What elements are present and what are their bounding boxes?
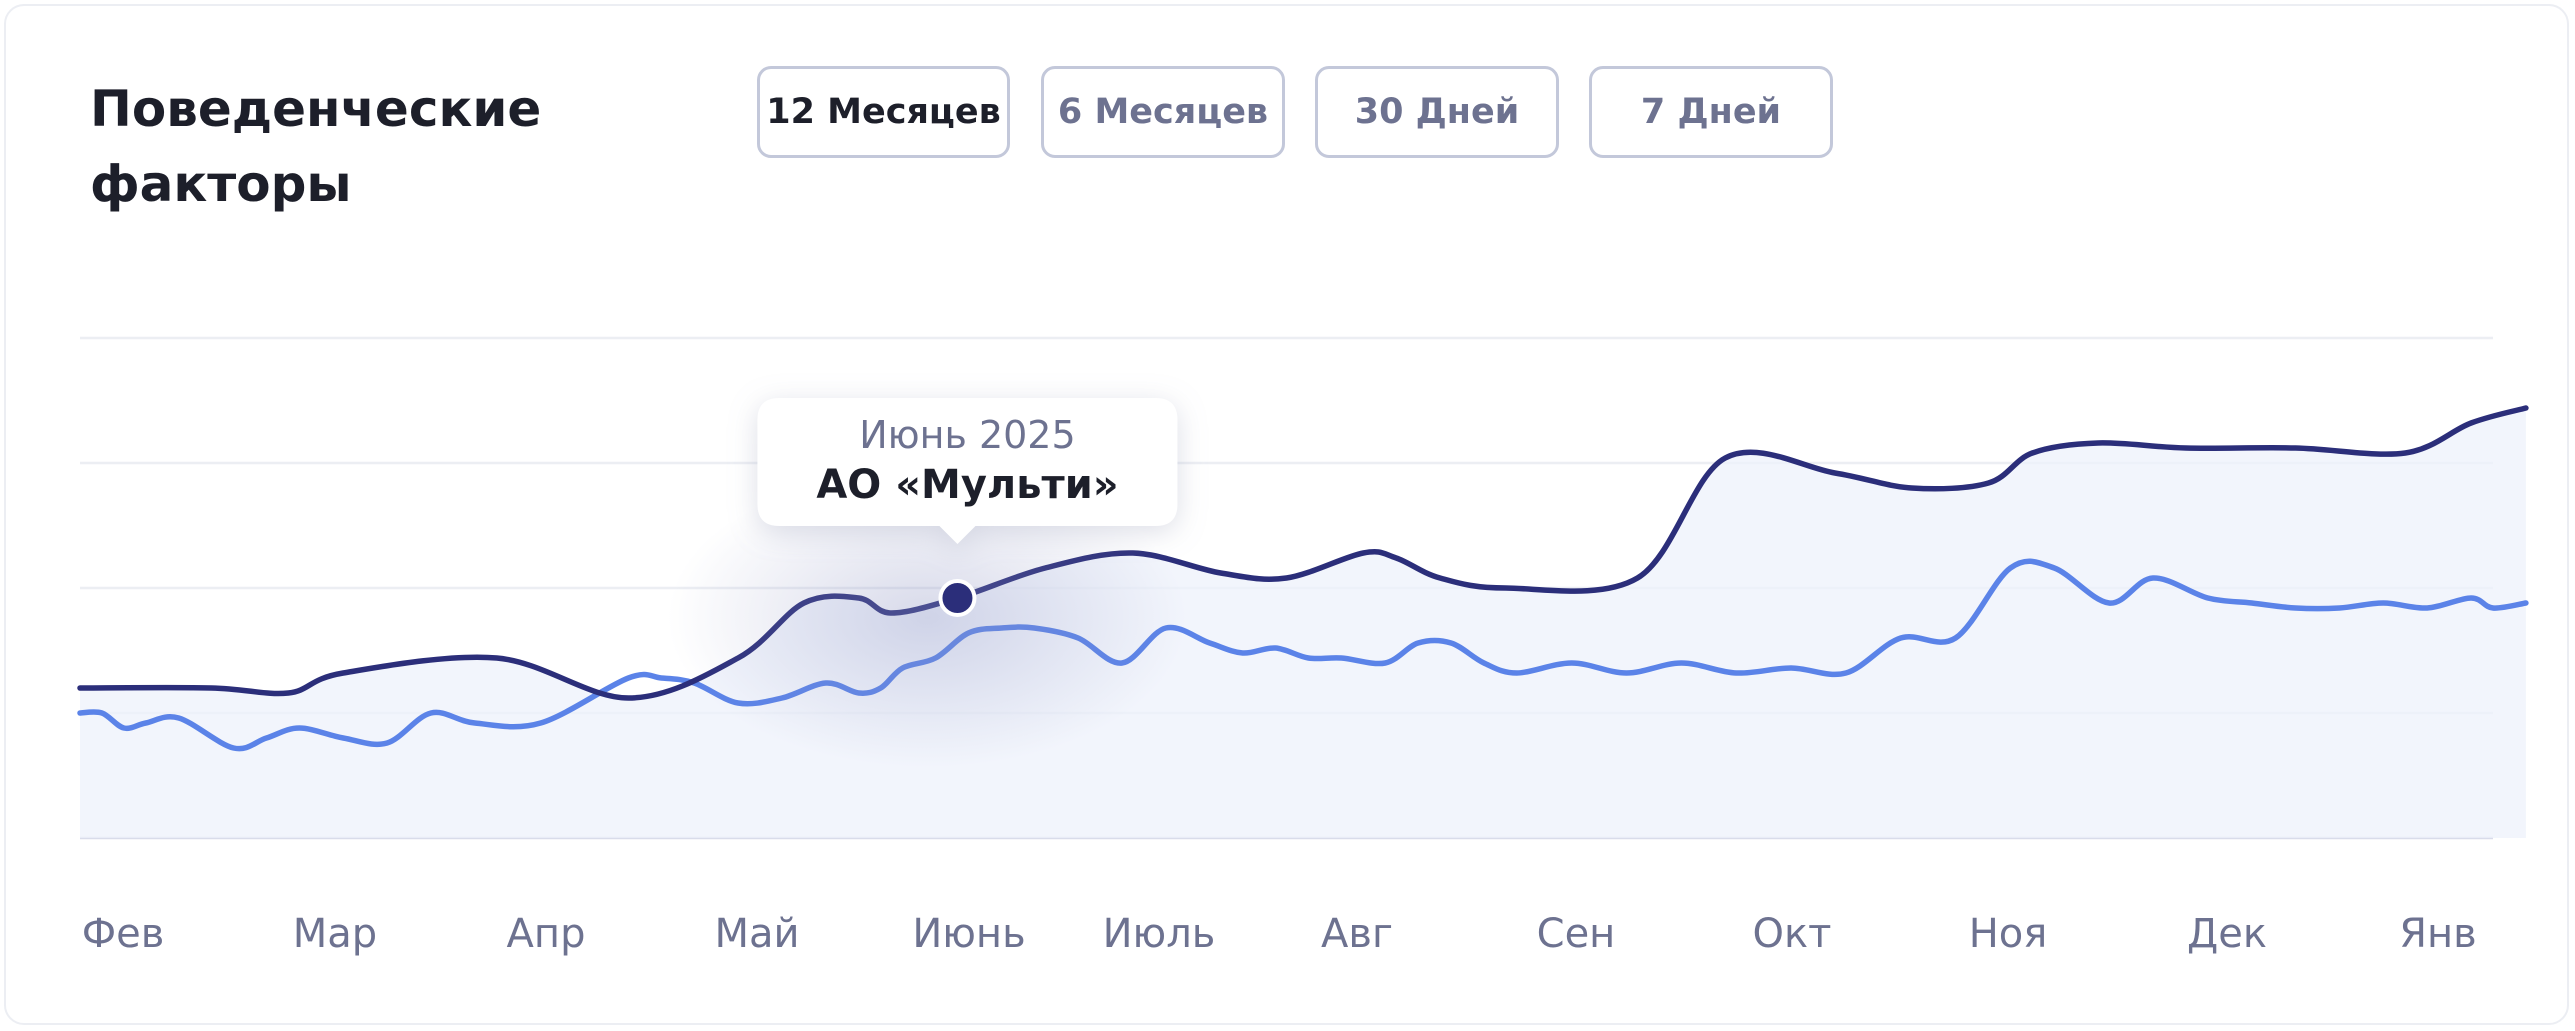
page-title: Поведенческие факторы xyxy=(90,80,542,213)
tab-12-months[interactable]: 12 Месяцев xyxy=(757,66,1010,158)
x-tick-label: Сен xyxy=(1537,911,1616,957)
series-areas xyxy=(80,408,2526,838)
x-tick-label: Янв xyxy=(2399,911,2477,957)
x-tick-label: Мар xyxy=(293,911,377,957)
x-tick-label: Дек xyxy=(2187,911,2267,957)
x-axis-ticks: Фев Мар Апр Май Июнь Июль Авг Сен Окт Ноя Дек Янв xyxy=(82,911,2477,957)
x-tick-label: Июнь xyxy=(912,911,1025,957)
tooltip-company: АО «Мульти» xyxy=(816,462,1118,508)
series-line-dark xyxy=(77,405,2529,701)
x-tick-label: Июль xyxy=(1103,911,1216,957)
x-tick-label: Авг xyxy=(1321,911,1393,957)
series-line-light xyxy=(77,558,2529,752)
tooltip-marker[interactable] xyxy=(938,579,977,617)
x-tick-label: Фев xyxy=(82,911,165,957)
x-tick-label: Окт xyxy=(1753,911,1832,957)
tab-6-months[interactable]: 6 Месяцев xyxy=(1041,66,1285,158)
series-lines xyxy=(77,405,2529,752)
tab-30-days[interactable]: 30 Дней xyxy=(1315,66,1559,158)
x-tick-label: Ноя xyxy=(1969,911,2048,957)
x-tick-label: Апр xyxy=(507,911,586,957)
x-tick-label: Май xyxy=(714,911,799,957)
tooltip-glow xyxy=(667,468,1188,768)
tab-7-days[interactable]: 7 Дней xyxy=(1589,66,1833,158)
area-series-dark xyxy=(80,408,2526,838)
tooltip-box xyxy=(757,398,1178,544)
chart-tooltip: Июнь 2025 АО «Мульти» xyxy=(667,398,1188,768)
tooltip-date: Июнь 2025 xyxy=(859,413,1075,457)
